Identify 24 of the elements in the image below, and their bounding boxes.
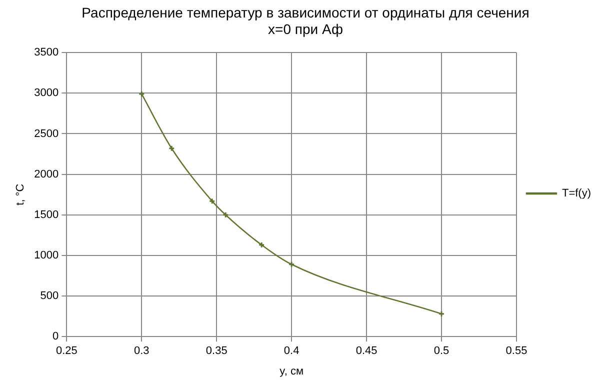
y-tick-label: 1500 xyxy=(34,208,59,221)
y-tick-label: 0 xyxy=(52,330,59,343)
x-tick-label: 0.4 xyxy=(284,345,300,358)
x-tick-label: 0.3 xyxy=(134,345,150,358)
point xyxy=(258,242,265,248)
x-axis-title: y, см xyxy=(280,365,304,378)
point xyxy=(168,145,175,152)
x-tick-label: 0.35 xyxy=(206,345,228,358)
y-tick-label: 1000 xyxy=(34,249,59,262)
x-tick-label: 0.25 xyxy=(56,345,78,358)
y-tick-label: 2500 xyxy=(34,128,59,140)
chart-title: Распределение температур в зависимости от ординаты для сечения x=0 при Аф xyxy=(82,4,530,38)
y-axis-title: t, °C xyxy=(14,184,27,206)
y-tick-label: 500 xyxy=(40,290,59,302)
x-tick-label: 0.5 xyxy=(434,345,450,358)
point xyxy=(208,198,216,204)
x-tick-label: 0.55 xyxy=(506,345,528,358)
y-tick-label: 2000 xyxy=(34,168,59,180)
point xyxy=(222,212,229,218)
y-tick-label: 3500 xyxy=(34,46,59,59)
point xyxy=(288,261,295,268)
legend-label: T=f(y) xyxy=(562,188,592,200)
x-tick-label: 0.45 xyxy=(356,345,378,358)
y-tick-label: 3000 xyxy=(34,87,59,100)
